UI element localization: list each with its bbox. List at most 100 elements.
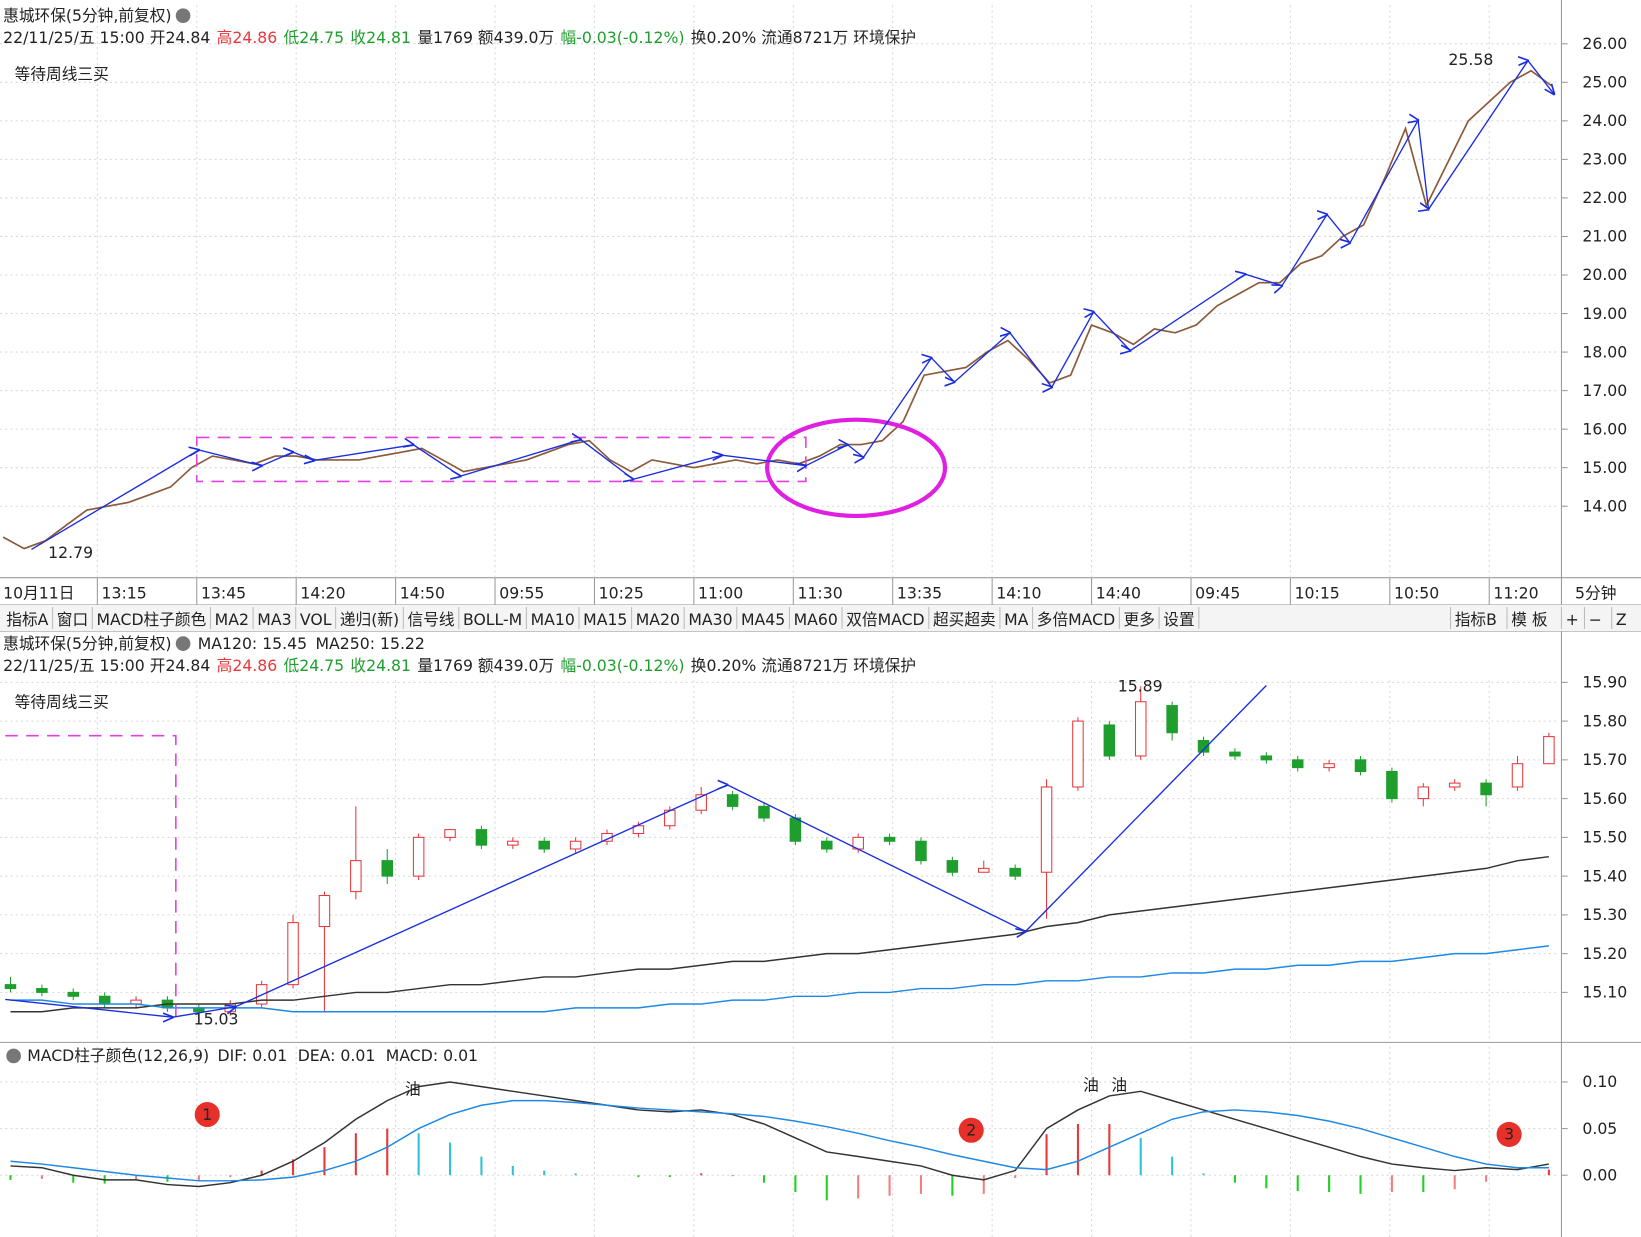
- x-tick-label: 11:00: [698, 584, 743, 603]
- marker-number: 3: [1504, 1125, 1514, 1144]
- x-tick-label: 14:40: [1096, 584, 1141, 603]
- y-tick-label: 18.00: [1582, 342, 1627, 361]
- x-tick-label: 14:50: [400, 584, 445, 603]
- toolbar-button[interactable]: MA30: [688, 610, 732, 629]
- toolbar-button[interactable]: MA60: [794, 610, 838, 629]
- toolbar-button[interactable]: MA45: [741, 610, 785, 629]
- y-tick-label: 20.00: [1582, 265, 1627, 284]
- menu-icon: [175, 636, 191, 651]
- annotation: 油: [405, 1080, 421, 1099]
- toolbar-button[interactable]: 超买超卖: [933, 610, 996, 629]
- quote-field: 收24.81: [350, 28, 411, 47]
- y-tick-label: 19.00: [1582, 304, 1627, 323]
- toolbar-button[interactable]: MA: [1004, 610, 1029, 629]
- candle-body: [1072, 720, 1084, 788]
- x-tick-label: 10:25: [599, 584, 644, 603]
- toolbar-button[interactable]: VOL: [300, 610, 332, 629]
- x-tick-label: 11:30: [797, 584, 842, 603]
- max-label: 25.58: [1448, 50, 1493, 69]
- toolbar-button[interactable]: 多倍MACD: [1037, 610, 1115, 629]
- candle-body: [98, 995, 111, 1005]
- legend-label: DIF: 0.01: [218, 1046, 288, 1065]
- stock-title: 惠城环保(5分钟,前复权): [3, 634, 171, 653]
- candle-body: [726, 794, 739, 807]
- trend-zigzag: [31, 61, 1554, 551]
- candle-body: [1040, 786, 1053, 873]
- macd-line: [10, 1081, 1550, 1188]
- candle-body: [915, 840, 927, 862]
- y-tick-label: 15.70: [1582, 750, 1627, 769]
- toolbar-button[interactable]: 信号线: [408, 610, 455, 629]
- annotation: 油: [1111, 1075, 1127, 1094]
- legend-label: MA250: 15.22: [316, 634, 425, 653]
- y-tick-label: 15.10: [1582, 983, 1627, 1002]
- y-tick-label: 17.00: [1582, 381, 1627, 400]
- toolbar-button[interactable]: 指标B: [1455, 610, 1497, 629]
- toolbar-button[interactable]: 双倍MACD: [846, 610, 924, 629]
- y-tick-label: 15.00: [1582, 458, 1627, 477]
- x-tick-label: 10:50: [1394, 584, 1439, 603]
- candle-body: [412, 836, 425, 877]
- quote-field: 低24.75: [284, 656, 345, 675]
- toolbar-button[interactable]: 递归(新): [340, 610, 399, 629]
- x-tick-label: 13:15: [102, 584, 147, 603]
- x-tick-label: 11:20: [1493, 584, 1538, 603]
- toolbar-button[interactable]: +: [1566, 610, 1579, 629]
- x-tick-label: 14:20: [300, 584, 345, 603]
- note: 等待周线三买: [15, 692, 109, 711]
- annotation: 油: [1083, 1075, 1099, 1094]
- candle-body: [1417, 786, 1430, 800]
- y-tick-label: 15.40: [1582, 866, 1627, 885]
- candle-body: [1009, 867, 1021, 877]
- candle-body: [821, 840, 833, 850]
- candle-body: [1354, 759, 1367, 773]
- y-tick-label: 15.90: [1582, 673, 1627, 692]
- y-tick-label: 23.00: [1582, 150, 1627, 169]
- x-tick-label: 13:35: [897, 584, 942, 603]
- toolbar-button[interactable]: 更多: [1124, 610, 1155, 629]
- toolbar-button[interactable]: BOLL-M: [463, 610, 522, 629]
- toolbar-button[interactable]: −: [1589, 610, 1602, 629]
- candle-body: [1543, 736, 1555, 765]
- toolbar-button[interactable]: MA10: [531, 610, 575, 629]
- y-tick-label: 15.30: [1582, 905, 1627, 924]
- candle-body: [1511, 763, 1524, 788]
- candle-body: [1386, 770, 1398, 800]
- quote-field: 高24.86: [217, 656, 278, 675]
- max-label: 15.89: [1118, 676, 1163, 695]
- candle-body: [36, 987, 48, 993]
- toolbar-button[interactable]: MA20: [636, 610, 680, 629]
- quote-info: 22/11/25/五 15:00 开24.84 高24.86 低24.75 收24.8…: [3, 28, 916, 47]
- x-tick-label: 09:45: [1195, 584, 1240, 603]
- candle-body: [978, 867, 990, 873]
- candle-body: [475, 829, 488, 846]
- candle-body: [350, 860, 362, 893]
- y-tick-label: 24.00: [1582, 111, 1627, 130]
- quote-field: 换0.20% 流通8721万 环境保护: [691, 656, 916, 675]
- candle-body: [1260, 755, 1273, 761]
- toolbar-button[interactable]: 窗口: [57, 610, 88, 629]
- y-tick-label: 15.80: [1582, 711, 1627, 730]
- toolbar-button[interactable]: 设置: [1163, 610, 1194, 629]
- toolbar-button[interactable]: Z: [1616, 610, 1627, 629]
- toolbar-button[interactable]: MA15: [583, 610, 627, 629]
- marker-badge: [194, 1101, 220, 1128]
- toolbar-button[interactable]: MA2: [215, 610, 249, 629]
- toolbar-button[interactable]: 指标A: [6, 610, 48, 629]
- x-tick-label: 09:55: [499, 584, 544, 603]
- quote-field: 量1769 额439.0万: [417, 656, 554, 675]
- candle-body: [538, 840, 550, 850]
- y-tick-label: 0.00: [1582, 1165, 1617, 1184]
- x-tick-label: 13:45: [201, 584, 246, 603]
- legend-label: MA120: 15.45: [198, 634, 307, 653]
- toolbar-button[interactable]: 模 板: [1511, 610, 1548, 629]
- toolbar-button[interactable]: MA3: [257, 610, 291, 629]
- trend-zigzag: [5, 685, 1267, 1017]
- indicator-title: MACD柱子颜色(12,26,9): [27, 1046, 209, 1065]
- toolbar-button[interactable]: MACD柱子颜色: [97, 610, 207, 629]
- min-label: 12.79: [48, 543, 93, 562]
- y-tick-label: 15.50: [1582, 828, 1627, 847]
- candle-body: [758, 805, 770, 819]
